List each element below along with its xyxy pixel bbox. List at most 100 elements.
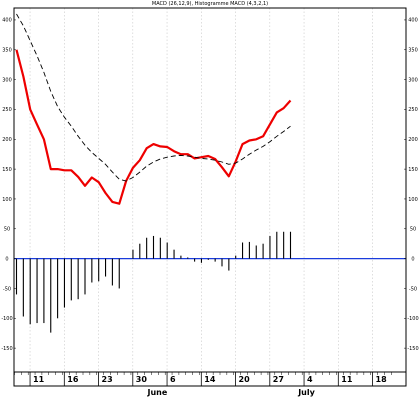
series-1-point-35 xyxy=(256,150,257,151)
series-0-point-4 xyxy=(44,139,45,140)
series-0-point-15 xyxy=(119,203,120,204)
x-tick-label-6: 20 xyxy=(239,375,251,384)
series-1-point-4 xyxy=(44,72,45,73)
series-1-point-13 xyxy=(105,164,106,165)
series-1-point-6 xyxy=(57,106,58,107)
series-0-point-10 xyxy=(85,185,86,186)
x-tick-label-3: 30 xyxy=(136,375,148,384)
series-1-point-9 xyxy=(78,136,79,137)
x-tick-label-8: 4 xyxy=(307,375,313,384)
grid-layer xyxy=(29,8,373,372)
series-0-point-21 xyxy=(160,146,161,147)
series-1-point-12 xyxy=(98,158,99,159)
series-1-point-24 xyxy=(181,155,182,156)
series-1-point-28 xyxy=(208,159,209,160)
y-tick-label-left-10: 350 xyxy=(2,48,12,54)
month-label-0: June xyxy=(147,388,168,397)
series-0-point-7 xyxy=(64,170,65,171)
series-0-point-35 xyxy=(256,139,257,140)
series-0-point-13 xyxy=(105,193,106,194)
series-1-point-36 xyxy=(263,146,264,147)
series-0-point-28 xyxy=(208,156,209,157)
y-tick-label-left-7: 200 xyxy=(2,137,12,143)
y-tick-label-left-0: -150 xyxy=(1,346,12,352)
date-axis-bar xyxy=(13,371,407,387)
series-1-point-23 xyxy=(174,156,175,157)
series-1-point-0 xyxy=(16,14,17,15)
y-tick-label-left-3: 0 xyxy=(5,256,8,262)
series-0-point-24 xyxy=(181,154,182,155)
series-0-point-37 xyxy=(270,124,271,125)
series-1-point-25 xyxy=(187,156,188,157)
series-1-point-11 xyxy=(91,152,92,153)
axis-layer: -150-100-50050100150200250300350400-150-… xyxy=(1,7,419,397)
series-1-point-19 xyxy=(146,166,147,167)
y-tick-label-right-7: 200 xyxy=(408,137,418,143)
series-1-point-8 xyxy=(71,126,72,127)
y-tick-label-right-5: 100 xyxy=(408,197,418,203)
y-tick-label-right-9: 300 xyxy=(408,77,418,83)
macd-line-0 xyxy=(15,49,292,205)
y-tick-label-left-11: 400 xyxy=(2,18,12,24)
series-0-point-2 xyxy=(30,109,31,110)
y-tick-label-right-3: 0 xyxy=(411,256,414,262)
y-tick-label-left-8: 250 xyxy=(2,107,12,113)
y-tick-label-right-4: 50 xyxy=(410,227,416,233)
y-tick-label-left-6: 150 xyxy=(2,167,12,173)
series-1-point-14 xyxy=(112,172,113,173)
series-1-point-26 xyxy=(194,157,195,158)
x-tick-label-2: 23 xyxy=(102,375,113,384)
y-tick-label-right-1: -100 xyxy=(407,316,418,322)
series-0-point-20 xyxy=(153,144,154,145)
y-tick-label-right-2: -50 xyxy=(409,286,417,292)
series-1-point-22 xyxy=(167,157,168,158)
y-tick-label-left-1: -100 xyxy=(1,316,12,322)
x-tick-label-4: 6 xyxy=(170,375,176,384)
month-label-1: July xyxy=(297,388,315,397)
series-lines-layer xyxy=(15,13,292,205)
series-0-point-11 xyxy=(91,177,92,178)
x-tick-label-0: 11 xyxy=(33,375,45,384)
series-1-point-1 xyxy=(23,26,24,27)
signal-line-1 xyxy=(16,13,291,182)
y-tick-label-left-2: -50 xyxy=(3,286,11,292)
series-0-point-39 xyxy=(283,108,284,109)
series-0-point-34 xyxy=(249,140,250,141)
series-1-point-32 xyxy=(235,163,236,164)
y-tick-label-left-9: 300 xyxy=(2,77,12,83)
series-1-point-39 xyxy=(283,131,284,132)
series-0-point-23 xyxy=(174,151,175,152)
series-1-point-38 xyxy=(276,136,277,137)
series-1-point-20 xyxy=(153,162,154,163)
series-0-point-9 xyxy=(78,176,79,177)
series-1-point-33 xyxy=(242,159,243,160)
series-0-point-26 xyxy=(194,158,195,159)
series-0-point-5 xyxy=(50,169,51,170)
series-0-point-38 xyxy=(276,112,277,113)
y-tick-label-right-8: 250 xyxy=(408,107,418,113)
series-1-point-21 xyxy=(160,159,161,160)
series-1-point-5 xyxy=(50,91,51,92)
series-0-point-31 xyxy=(228,176,229,177)
series-0-point-8 xyxy=(71,170,72,171)
series-0-point-32 xyxy=(235,161,236,162)
series-1-point-15 xyxy=(119,179,120,180)
series-1-point-40 xyxy=(290,126,291,127)
x-tick-label-10: 18 xyxy=(376,375,388,384)
series-0-point-22 xyxy=(167,147,168,148)
series-0-point-36 xyxy=(263,136,264,137)
series-0-point-25 xyxy=(187,154,188,155)
series-1-point-27 xyxy=(201,158,202,159)
series-1-point-31 xyxy=(228,164,229,165)
series-1-point-10 xyxy=(85,145,86,146)
series-0-point-17 xyxy=(133,168,134,169)
series-1-point-34 xyxy=(249,154,250,155)
series-0-point-18 xyxy=(139,160,140,161)
series-0-point-0 xyxy=(16,49,17,50)
y-tick-label-right-0: -150 xyxy=(407,346,418,352)
series-0-point-1 xyxy=(23,76,24,77)
y-tick-label-left-4: 50 xyxy=(4,227,10,233)
y-tick-label-right-11: 400 xyxy=(408,18,418,24)
x-tick-label-7: 27 xyxy=(273,375,284,384)
